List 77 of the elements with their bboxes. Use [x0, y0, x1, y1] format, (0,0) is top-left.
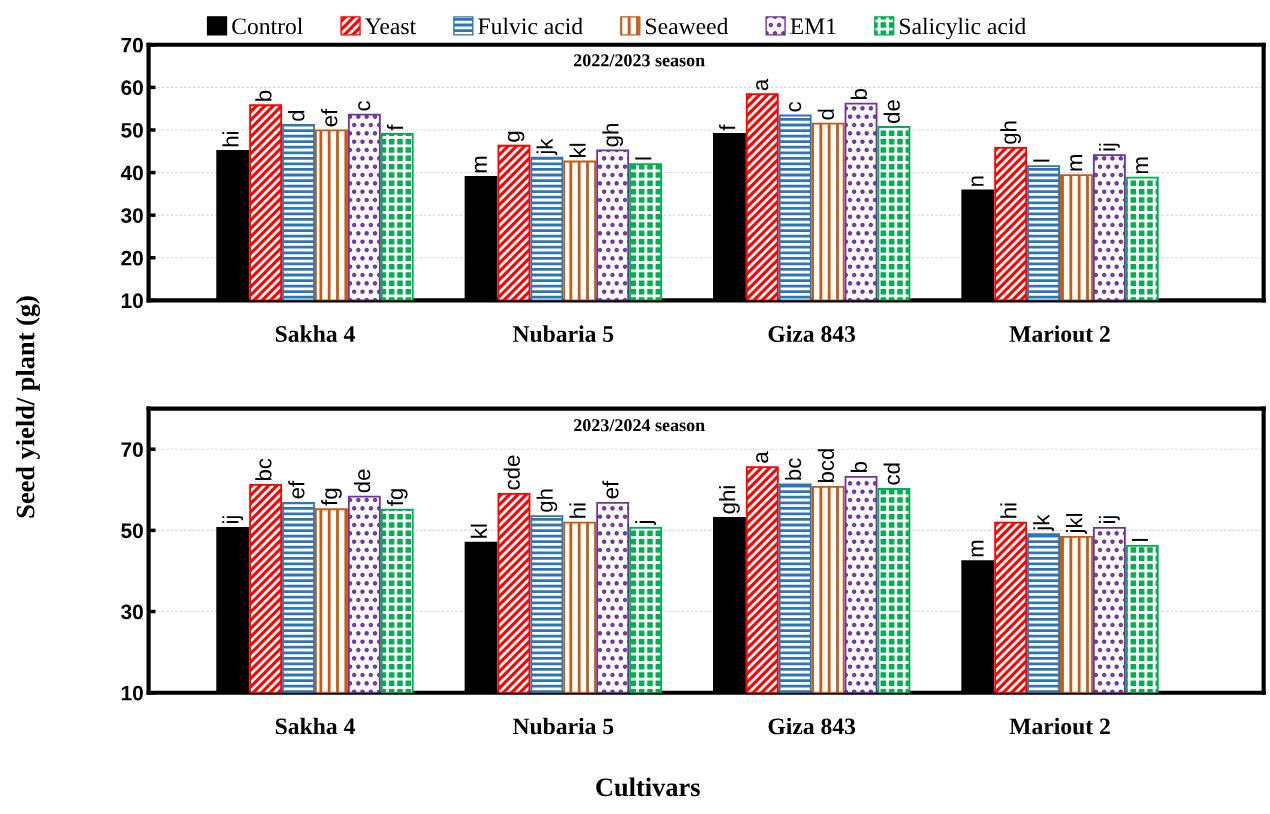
- data-label: ef: [321, 108, 338, 127]
- data-label: ef: [602, 480, 619, 499]
- data-label: jkl: [1066, 513, 1087, 535]
- data-label: g: [507, 131, 525, 142]
- data-label: jk: [536, 138, 558, 156]
- data-label: gh: [602, 124, 624, 147]
- y-tick-label: 10: [121, 293, 143, 309]
- data-label: m: [1070, 155, 1083, 171]
- chart-title: 2023/2024 season: [574, 419, 705, 432]
- data-label: bc: [255, 458, 272, 481]
- data-label: l: [635, 157, 652, 160]
- data-label: kl: [470, 524, 487, 538]
- data-label: cde: [503, 455, 520, 490]
- legend-label: Salicylic acid: [899, 17, 1026, 40]
- legend-label: Fulvic acid: [478, 17, 583, 35]
- y-tick-label: 40: [120, 165, 143, 181]
- legend-label: EM1: [790, 18, 836, 35]
- chart-title: 2022/2023 season: [574, 54, 705, 67]
- x-tick-label: Mariout 2: [1009, 325, 1110, 343]
- data-label: bcd: [817, 449, 835, 483]
- data-label: hi: [1000, 503, 1017, 518]
- data-label: ij: [1099, 516, 1120, 524]
- x-tick-label: Giza 843: [768, 717, 856, 735]
- data-label: cd: [883, 463, 900, 485]
- data-label: ghi: [719, 486, 740, 514]
- data-label: a: [756, 78, 769, 91]
- data-label: kl: [569, 143, 586, 157]
- x-tick-label: Nubaria 5: [512, 717, 614, 735]
- y-tick-label: 20: [121, 250, 143, 266]
- data-label: gh: [536, 489, 558, 512]
- data-label: fg: [321, 488, 342, 506]
- data-label: ij: [1099, 143, 1120, 151]
- y-tick-label: 30: [121, 604, 143, 620]
- data-label: a: [756, 451, 769, 463]
- data-label: l: [1131, 538, 1149, 541]
- y-axis-title: Seed yield/ plant (g): [15, 296, 41, 518]
- data-label: l: [1033, 159, 1050, 162]
- data-label: m: [474, 156, 487, 173]
- x-tick-label: Mariout 2: [1009, 717, 1110, 735]
- data-label: m: [1136, 157, 1149, 174]
- data-label: b: [850, 89, 867, 100]
- data-label: bc: [784, 458, 802, 480]
- y-tick-label: 50: [121, 523, 143, 539]
- y-tick-label: 60: [121, 80, 143, 96]
- x-tick-label: Sakha 4: [275, 325, 355, 342]
- x-tick-label: Giza 843: [768, 325, 856, 342]
- data-label: hi: [222, 131, 239, 147]
- data-label: ij: [222, 516, 244, 524]
- data-label: jk: [1033, 514, 1054, 532]
- data-label: j: [635, 521, 656, 526]
- y-tick-label: 30: [121, 208, 143, 223]
- x-axis-title: Cultivars: [596, 777, 700, 797]
- legend-label: Yeast: [365, 18, 416, 35]
- legend-label: Control: [232, 17, 303, 35]
- data-label: fg: [386, 489, 408, 506]
- y-tick-label: 10: [121, 685, 143, 701]
- data-label: b: [255, 90, 272, 101]
- legend-label: Seaweed: [646, 17, 729, 35]
- y-tick-label: 50: [121, 122, 143, 138]
- data-label: f: [719, 124, 736, 131]
- data-label: hi: [569, 503, 586, 518]
- x-tick-label: Nubaria 5: [512, 325, 614, 343]
- x-tick-label: Sakha 4: [275, 717, 355, 735]
- data-label: gh: [1000, 121, 1022, 144]
- data-label: ef: [288, 480, 305, 499]
- data-label: d: [817, 109, 835, 120]
- data-label: c: [358, 101, 371, 111]
- data-label: c: [789, 101, 802, 112]
- data-label: d: [288, 110, 305, 121]
- y-tick-label: 70: [121, 442, 143, 457]
- data-label: n: [971, 176, 984, 186]
- data-label: m: [971, 540, 984, 557]
- data-label: de: [353, 469, 371, 493]
- data-label: f: [386, 124, 403, 131]
- data-label: b: [850, 461, 867, 472]
- y-tick-label: 70: [121, 37, 143, 53]
- data-label: de: [883, 100, 900, 123]
